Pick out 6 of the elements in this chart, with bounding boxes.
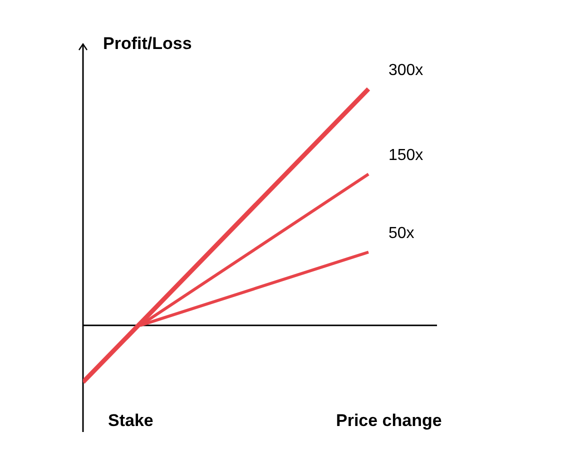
y-axis-title: Profit/Loss [103, 34, 192, 54]
series-label: 50x [388, 225, 414, 242]
text: Stake [108, 411, 154, 431]
x-axis-title: Price change [336, 411, 442, 431]
series-label: 300x [388, 62, 424, 79]
series-label: 150x [388, 147, 424, 164]
